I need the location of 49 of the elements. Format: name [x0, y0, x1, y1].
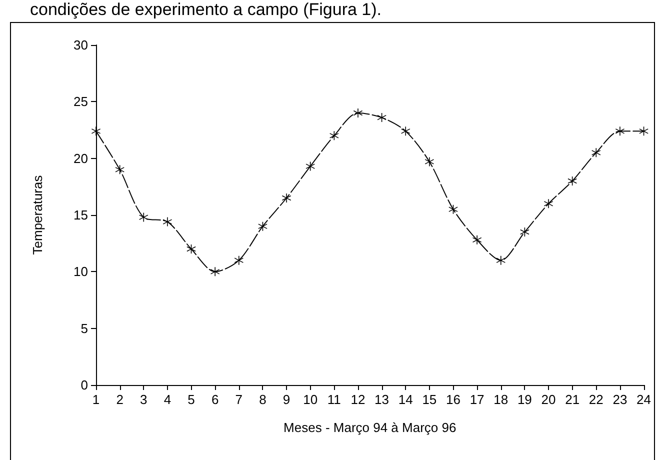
- x-tick-label: 10: [303, 392, 318, 407]
- y-tick-label: 0: [80, 378, 88, 392]
- x-tick-label: 21: [565, 392, 580, 407]
- point: [401, 126, 410, 136]
- point: [234, 256, 244, 265]
- x-axis-title: Meses - Março 94 à Março 96: [284, 420, 456, 435]
- x-tick-label: 8: [259, 392, 266, 407]
- text: condições de experimento a campo (Figura 1).: [30, 0, 382, 20]
- x-tick-label: 20: [541, 392, 556, 407]
- point: [210, 267, 220, 276]
- y-tick-label: 5: [80, 320, 88, 336]
- point: [592, 148, 601, 158]
- y-tick-label: 30: [74, 38, 88, 52]
- x-tick-label: 17: [470, 392, 484, 407]
- x-tick-label: 9: [282, 392, 290, 407]
- point: [139, 212, 148, 222]
- point: [306, 162, 315, 171]
- point: [424, 157, 434, 166]
- point: [162, 217, 172, 226]
- x-tick-label: 18: [494, 392, 508, 407]
- x-tick-label: 15: [422, 392, 437, 407]
- x-tick-label: 6: [211, 392, 219, 407]
- x-tick-label: 14: [398, 392, 413, 407]
- x-tick-label: 2: [116, 392, 124, 407]
- x-tick-label: 4: [164, 392, 172, 407]
- point: [353, 108, 362, 118]
- x-tick-label: 5: [188, 392, 195, 407]
- y-tick-label: 15: [74, 208, 88, 222]
- y-tick-label: 20: [74, 150, 88, 166]
- point: [544, 199, 554, 208]
- x-tick-label: 23: [612, 392, 628, 407]
- x-tick-label: 16: [446, 392, 460, 407]
- x-tick-label: 13: [374, 392, 390, 407]
- x-tick-label: 19: [517, 392, 532, 407]
- x-tick-label: 7: [235, 392, 243, 407]
- x-tick-label: 3: [140, 392, 148, 407]
- point: [282, 194, 292, 202]
- point: [472, 235, 482, 244]
- point: [615, 126, 624, 136]
- x-tick-label: 24: [636, 392, 652, 407]
- x-tick-label: 11: [327, 392, 341, 407]
- x-tick-label: 22: [588, 392, 604, 407]
- point: [92, 126, 100, 136]
- y-tick-label: 10: [74, 264, 88, 280]
- point: [496, 256, 506, 265]
- x-tick-label: 12: [350, 392, 366, 407]
- x-tick-label: 1: [92, 392, 100, 407]
- y-axis-title: Temperaturas: [30, 174, 45, 255]
- y-tick-label: 25: [74, 94, 88, 110]
